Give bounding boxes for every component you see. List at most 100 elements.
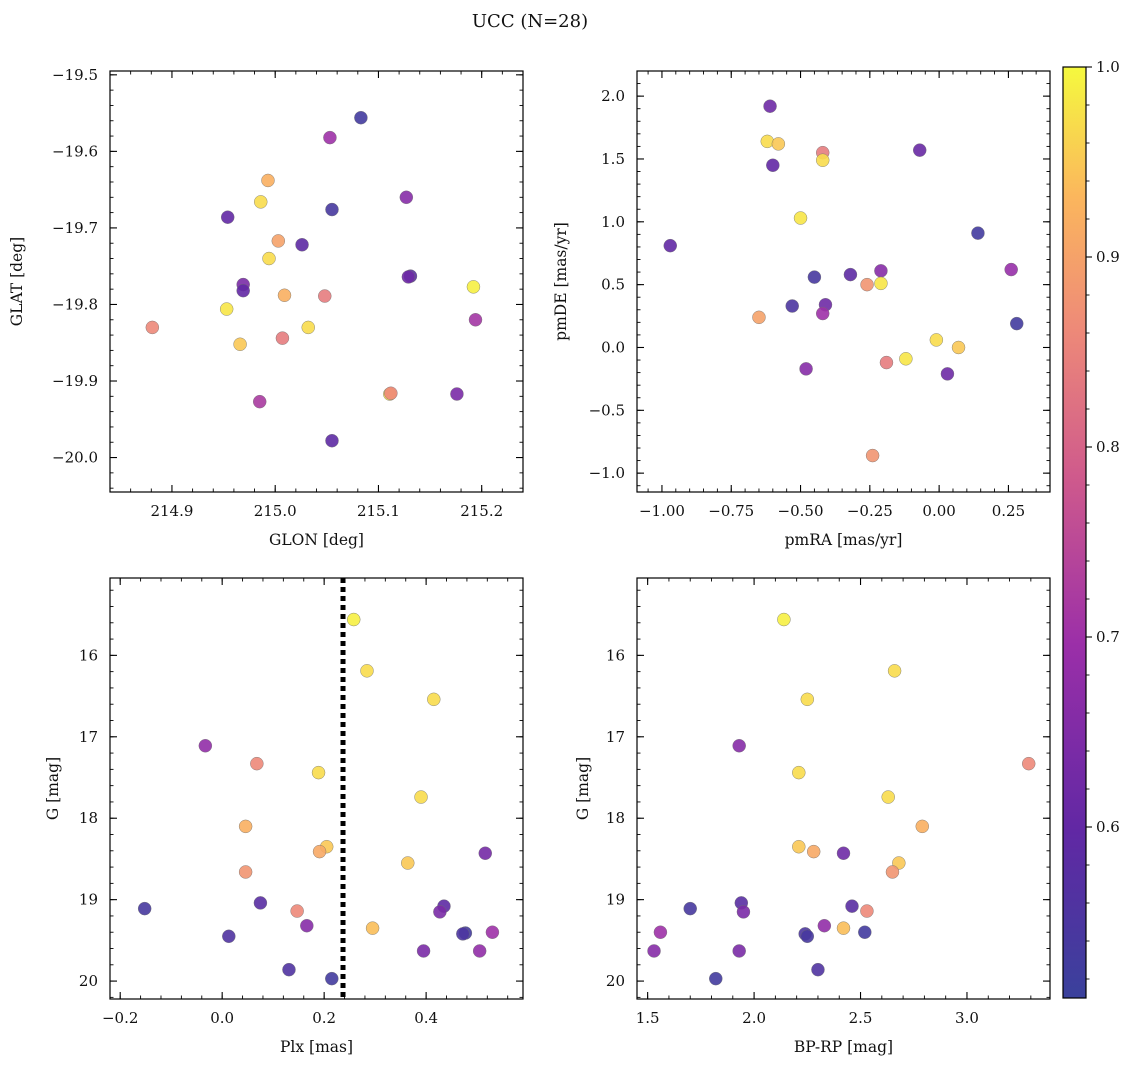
scatter-point xyxy=(238,819,253,834)
plot-frame xyxy=(109,577,524,1000)
scatter-point xyxy=(771,137,786,151)
colorbar-ticks: 0.6 0.7 0.8 0.9 1.0 xyxy=(1086,58,1120,980)
scatter-point xyxy=(472,944,487,958)
scatter-point xyxy=(238,865,253,879)
scatter-point xyxy=(785,299,799,313)
x-tick-label: 0.25 xyxy=(992,502,1025,520)
scatter-point xyxy=(836,921,851,935)
x-tick-label: −1.00 xyxy=(639,502,685,520)
x-tick-label: 0.00 xyxy=(922,502,955,520)
scatter-point xyxy=(253,896,268,910)
y-tick-label: −0.5 xyxy=(589,401,625,419)
x-tick-label: 215.2 xyxy=(460,502,503,520)
x-tick-label: −0.50 xyxy=(778,502,824,520)
scatter-point xyxy=(653,925,668,939)
x-tick-label: 215.0 xyxy=(254,502,297,520)
scatter-point xyxy=(858,925,872,939)
scatter-point xyxy=(929,333,944,347)
y-tick-label: 17 xyxy=(79,728,98,746)
colorbar-tick-label: 0.6 xyxy=(1096,818,1120,836)
scatter-point xyxy=(277,288,292,302)
y-tick-label: 20 xyxy=(606,972,625,990)
scatter-point xyxy=(354,110,368,125)
scatter-point xyxy=(940,367,955,381)
x-tick-label: 0.0 xyxy=(210,1009,234,1027)
x-tick-label: 2.0 xyxy=(742,1009,766,1027)
scatter-point xyxy=(325,434,339,448)
scatter-point xyxy=(817,919,832,933)
scatter-point xyxy=(401,856,415,870)
scatter-point xyxy=(915,819,929,834)
y-axis-label: G [mag] xyxy=(574,757,592,820)
scatter-point xyxy=(881,790,895,804)
scatter-point xyxy=(752,310,766,325)
y-tick-label: 16 xyxy=(79,646,98,664)
y-tick-label: −19.5 xyxy=(52,66,98,84)
scatter-point xyxy=(290,904,304,918)
scatter-point xyxy=(806,844,821,859)
scatter-point xyxy=(736,905,751,919)
scatter-point xyxy=(466,280,481,294)
y-tick-label: 20 xyxy=(79,972,98,990)
scatter-point xyxy=(325,971,339,986)
scatter-point xyxy=(800,929,815,943)
y-tick-label: 18 xyxy=(79,809,98,827)
colorbar-tick-label: 0.8 xyxy=(1096,438,1120,456)
scatter-point xyxy=(282,962,296,977)
scatter-point xyxy=(233,337,247,351)
y-tick-label: −19.8 xyxy=(52,295,98,313)
scatter-point xyxy=(899,352,913,366)
scatter-point xyxy=(295,238,309,252)
scatter-point xyxy=(236,283,250,298)
scatter-point xyxy=(433,905,447,919)
y-tick-label: 19 xyxy=(79,891,98,909)
scatter-point xyxy=(885,865,900,879)
y-tick-label: 1.5 xyxy=(601,150,625,168)
scatter-point xyxy=(1010,316,1024,331)
scatter-point xyxy=(843,267,858,282)
scatter-point xyxy=(416,944,431,958)
scatter-point xyxy=(971,226,985,240)
scatter-point xyxy=(468,313,483,327)
scatter-point xyxy=(874,264,888,278)
colorbar-tick-label: 0.7 xyxy=(1096,628,1120,646)
x-tick-label: 215.1 xyxy=(357,502,400,520)
scatter-point xyxy=(301,320,315,335)
scatter-point xyxy=(312,844,327,859)
scatter-point xyxy=(485,925,500,939)
scatter-point xyxy=(456,927,470,941)
scatter-point xyxy=(253,394,267,409)
scatter-point xyxy=(683,901,697,916)
scatter-point xyxy=(198,739,213,753)
x-tick-label: −0.75 xyxy=(708,502,754,520)
x-axis-label: GLON [deg] xyxy=(269,531,364,549)
scatter-point xyxy=(777,612,791,627)
chart-panel-pmra-pmde: −1.00 −0.75 −0.50 −0.25 0.00 0.25 2.0 1.5 1.0 0.5… xyxy=(552,70,1051,549)
scatter-point xyxy=(647,944,661,958)
y-tick-label: −1.0 xyxy=(589,464,625,482)
scatter-point xyxy=(360,664,374,678)
scatter-point xyxy=(221,210,235,224)
chart-panel-glon-glat: 214.9 215.0 215.1 215.2 −19.5 −19.6 −19.7 −19.8… xyxy=(8,66,524,549)
scatter-point xyxy=(325,202,339,217)
scatter-point xyxy=(860,277,874,292)
scatter-point xyxy=(760,134,774,149)
y-tick-label: −19.7 xyxy=(52,219,98,237)
scatter-point xyxy=(145,320,160,335)
y-axis-label: pmDE [mas/yr] xyxy=(552,222,570,341)
y-tick-label: 16 xyxy=(606,646,625,664)
scatter-point xyxy=(318,289,332,303)
plot-frame xyxy=(636,70,1051,493)
scatter-point xyxy=(384,386,398,400)
y-axis-label: G [mag] xyxy=(44,757,62,820)
colorbar: 0.6 0.7 0.8 0.9 1.0 xyxy=(1062,58,1120,999)
scatter-point xyxy=(800,692,815,707)
y-axis-label: GLAT [deg] xyxy=(8,237,26,326)
scatter-point xyxy=(732,944,746,958)
y-tick-label: 18 xyxy=(606,809,625,827)
scatter-point xyxy=(323,130,337,145)
colorbar-tick-label: 0.9 xyxy=(1096,248,1120,266)
scatter-point xyxy=(414,790,428,804)
y-tick-label: 1.0 xyxy=(601,213,625,231)
